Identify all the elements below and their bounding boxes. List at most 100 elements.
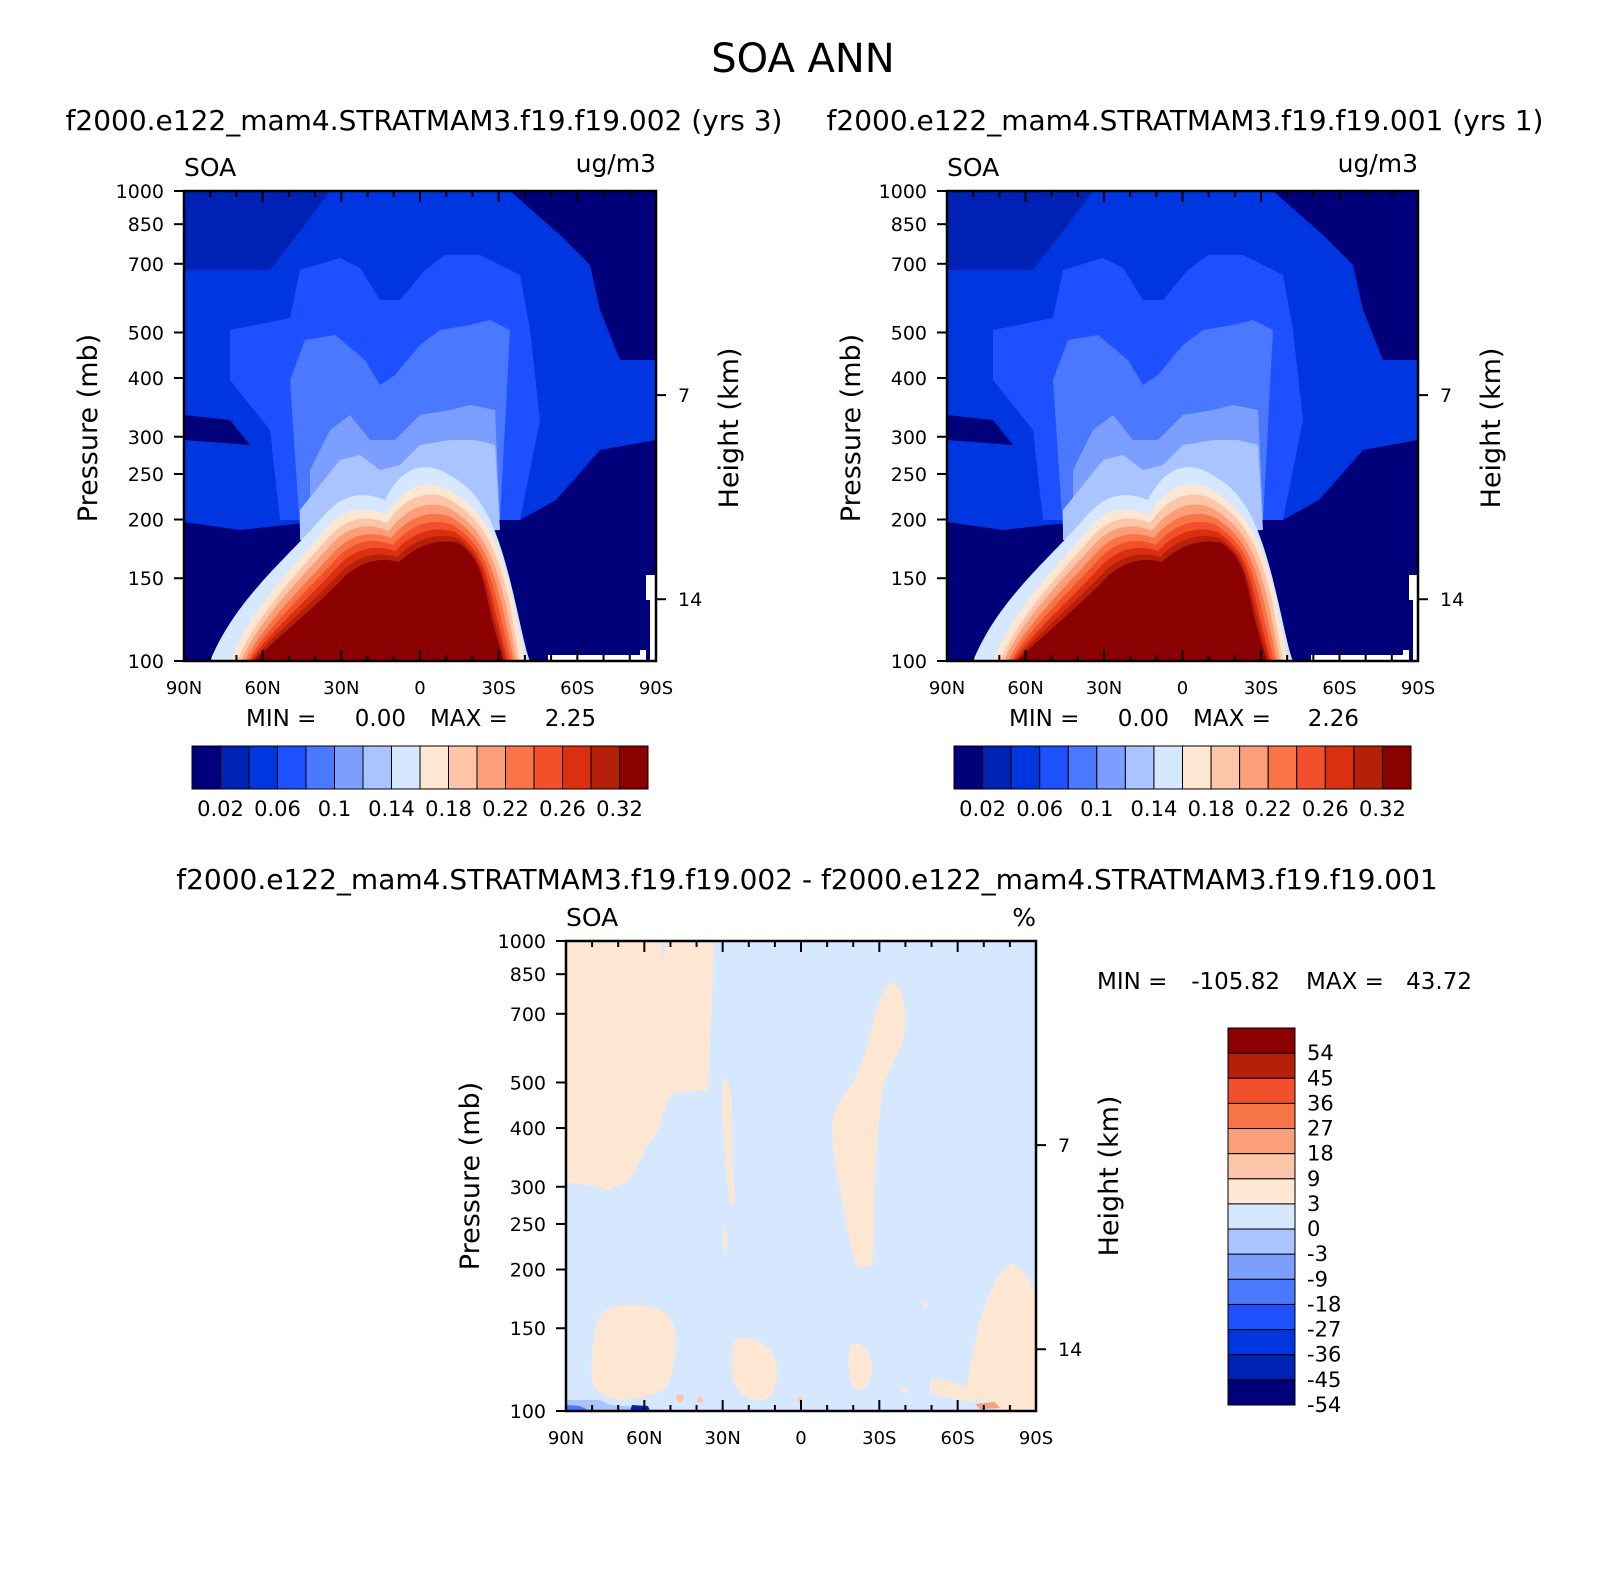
colorbar-label: 0.26 bbox=[1302, 797, 1349, 821]
panel-1-min-value: 0.00 bbox=[355, 706, 406, 732]
colorbar-box bbox=[362, 745, 392, 790]
colorbar-box bbox=[1124, 745, 1155, 790]
panel-2-x-axis: 90N 60N 30N 0 30S 60S 90S bbox=[929, 191, 1435, 699]
panel-3: SOA % Pressure (mb) Height (km) 90N 60N 30… bbox=[455, 903, 1472, 1449]
y-tick-label: 700 bbox=[891, 254, 927, 276]
colorbar-box bbox=[953, 745, 984, 790]
case2-title: f2000.e122_mam4.STRATMAM3.f19.f19.001 (y… bbox=[827, 104, 1544, 137]
panel-3-field bbox=[566, 941, 1036, 1411]
y-tick-label: 850 bbox=[510, 964, 546, 986]
height-tick-label: 14 bbox=[1440, 589, 1464, 611]
panel-1-units: ug/m3 bbox=[576, 149, 656, 178]
colorbar-label: -9 bbox=[1307, 1267, 1328, 1291]
colorbar-box bbox=[1227, 1052, 1296, 1079]
panel-2-max-label: MAX = bbox=[1193, 706, 1271, 732]
x-tick-label: 0 bbox=[414, 678, 425, 699]
panel-1-field bbox=[184, 191, 656, 661]
y-tick-label: 200 bbox=[510, 1260, 546, 1282]
x-tick-label: 30S bbox=[481, 678, 515, 699]
diff-region-pos bbox=[975, 1402, 1000, 1409]
y-tick-label: 200 bbox=[128, 510, 164, 532]
colorbar-box bbox=[220, 745, 250, 790]
colorbar-box bbox=[191, 745, 221, 790]
y-tick-label: 850 bbox=[128, 214, 164, 236]
colorbar-box bbox=[1227, 1027, 1296, 1054]
x-tick-label: 90N bbox=[166, 678, 202, 699]
colorbar-box bbox=[1227, 1128, 1296, 1155]
colorbar-box bbox=[1010, 745, 1041, 790]
colorbar-label: -45 bbox=[1307, 1368, 1341, 1392]
panel-3-ylabel-right: Height (km) bbox=[1094, 1096, 1125, 1257]
colorbar-label: 0.22 bbox=[1245, 797, 1292, 821]
colorbar-label: 36 bbox=[1307, 1091, 1334, 1115]
field-band-15 bbox=[254, 541, 504, 661]
y-tick-label: 400 bbox=[128, 368, 164, 390]
height-tick-label: 14 bbox=[1058, 1339, 1082, 1361]
colorbar-box bbox=[1096, 745, 1126, 790]
panel-2-min-label: MIN = bbox=[1009, 706, 1079, 732]
diff-region-se bbox=[965, 1264, 1036, 1411]
colorbar-box bbox=[1381, 745, 1412, 790]
colorbar-box bbox=[277, 745, 307, 790]
panel-3-height-axis: 14 7 bbox=[1036, 1135, 1082, 1361]
colorbar-box bbox=[1353, 745, 1383, 790]
colorbar-box bbox=[1296, 745, 1326, 790]
panel-2-ylabel: Pressure (mb) bbox=[836, 334, 867, 522]
height-tick-label: 7 bbox=[1058, 1135, 1070, 1157]
colorbar-box bbox=[1227, 1379, 1296, 1406]
panel-1-x-axis: 90N 60N 30N 0 30S 60S 90S bbox=[166, 191, 673, 699]
panel-2: SOA ug/m3 Pressure (mb) Height (km) 90N 6… bbox=[836, 149, 1507, 821]
panel-3-x-axis: 90N 60N 30N 0 30S 60S 90S bbox=[548, 941, 1053, 1449]
colorbar-box bbox=[982, 745, 1012, 790]
panel-2-colorbar: 0.02 0.06 0.1 0.14 0.18 0.22 0.26 0.32 bbox=[953, 745, 1412, 821]
panel-3-variable: SOA bbox=[566, 903, 618, 932]
colorbar-box bbox=[1182, 745, 1212, 790]
colorbar-box bbox=[533, 745, 563, 790]
y-tick-label: 150 bbox=[128, 568, 164, 590]
x-tick-label: 60N bbox=[1007, 678, 1043, 699]
colorbar-box bbox=[334, 745, 364, 790]
diff-region-neg2 bbox=[566, 1405, 590, 1411]
colorbar-box bbox=[1227, 1303, 1296, 1331]
colorbar-box bbox=[1227, 1178, 1296, 1205]
panel-1: SOA ug/m3 Pressure (mb) Height (km) 90N 6… bbox=[73, 149, 745, 821]
y-tick-label: 250 bbox=[891, 464, 927, 486]
colorbar-box bbox=[562, 745, 592, 790]
colorbar-box bbox=[1227, 1253, 1296, 1280]
panel-1-ylabel: Pressure (mb) bbox=[73, 334, 104, 522]
diff-region-streak bbox=[722, 1076, 736, 1205]
colorbar-label: 0.18 bbox=[1188, 797, 1235, 821]
colorbar-box bbox=[619, 745, 649, 790]
panel-1-colorbar: 0.02 0.06 0.1 0.14 0.18 0.22 0.26 0.32 bbox=[191, 745, 649, 821]
x-tick-label: 60N bbox=[626, 1428, 662, 1449]
height-tick-label: 7 bbox=[678, 385, 690, 407]
colorbar-label: 0.02 bbox=[959, 797, 1006, 821]
diff-region-s bbox=[848, 1343, 872, 1390]
colorbar-box bbox=[1227, 1077, 1296, 1104]
colorbar-label: 0.06 bbox=[1016, 797, 1063, 821]
y-tick-label: 400 bbox=[510, 1118, 546, 1140]
panel-1-y-axis: 100 150 200 250 300 400 500 700 850 1000 bbox=[116, 181, 184, 673]
panel-2-variable: SOA bbox=[947, 153, 999, 182]
panel-3-ylabel: Pressure (mb) bbox=[455, 1082, 486, 1270]
panel-1-max-label: MAX = bbox=[430, 706, 508, 732]
y-tick-label: 200 bbox=[891, 510, 927, 532]
x-tick-label: 0 bbox=[795, 1428, 806, 1449]
x-tick-label: 60S bbox=[1322, 678, 1356, 699]
diff-region-neg bbox=[566, 1400, 650, 1411]
x-tick-label: 30N bbox=[1086, 678, 1122, 699]
colorbar-box bbox=[1067, 745, 1098, 790]
y-tick-label: 300 bbox=[891, 427, 927, 449]
x-tick-label: 60S bbox=[560, 678, 594, 699]
diff-speck-5 bbox=[922, 1302, 928, 1308]
y-tick-label: 300 bbox=[510, 1177, 546, 1199]
colorbar-label: -18 bbox=[1307, 1292, 1341, 1316]
colorbar-box bbox=[1227, 1278, 1296, 1305]
y-tick-label: 300 bbox=[128, 427, 164, 449]
panel-2-field bbox=[947, 191, 1418, 661]
panel-1-min-label: MIN = bbox=[246, 706, 316, 732]
y-tick-label: 1000 bbox=[498, 931, 546, 953]
colorbar-box bbox=[1227, 1102, 1296, 1130]
colorbar-box bbox=[1227, 1354, 1296, 1381]
panel-2-y-axis: 100 150 200 250 300 400 500 700 850 1000 bbox=[879, 181, 947, 673]
